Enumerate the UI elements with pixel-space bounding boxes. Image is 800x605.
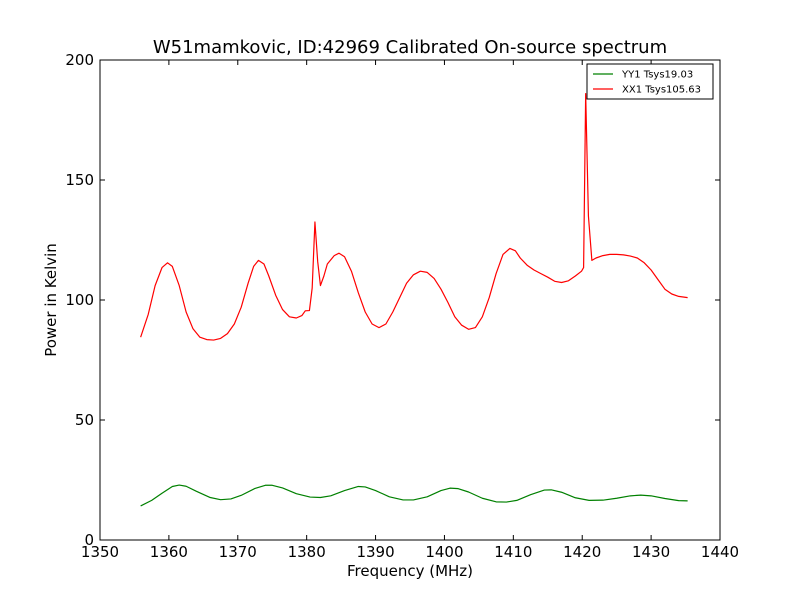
x-tick-label: 1440 (701, 543, 739, 561)
x-tick-label: 1350 (81, 543, 119, 561)
y-tick-label: 200 (65, 51, 94, 69)
x-tick-label: 1370 (219, 543, 257, 561)
y-tick-label: 150 (65, 171, 94, 189)
x-axis-title: Frequency (MHz) (347, 562, 473, 580)
plot-frame (99, 59, 721, 541)
legend-label-1: YY1 Tsys19.03 (621, 70, 693, 81)
x-tick-label: 1430 (632, 543, 670, 561)
series-line-2 (140, 93, 688, 341)
x-axis: 1350 1360 1370 1380 1390 1400 1410 1420 1430 1440 (81, 60, 739, 561)
x-tick-label: 1380 (288, 543, 326, 561)
x-tick-label: 1390 (356, 543, 394, 561)
y-tick-label: 100 (65, 291, 94, 309)
y-tick-label: 50 (75, 411, 94, 429)
plot-area (99, 59, 721, 541)
series-line-1 (140, 484, 688, 507)
x-tick-label: 1360 (150, 543, 188, 561)
legend: YY1 Tsys19.03 XX1 Tsys105.63 (586, 63, 714, 100)
y-tick-label: 0 (84, 531, 94, 549)
legend-label-2: XX1 Tsys105.63 (622, 85, 701, 96)
y-axis: 0 50 100 150 200 (65, 51, 720, 549)
x-tick-label: 1420 (563, 543, 601, 561)
legend-box (586, 63, 714, 100)
x-tick-label: 1410 (494, 543, 532, 561)
chart-title: W51mamkovic, ID:42969 Calibrated On-sour… (153, 37, 667, 58)
x-tick-label: 1400 (425, 543, 463, 561)
series-layer (140, 93, 688, 507)
y-axis-title: Power in Kelvin (42, 243, 60, 357)
